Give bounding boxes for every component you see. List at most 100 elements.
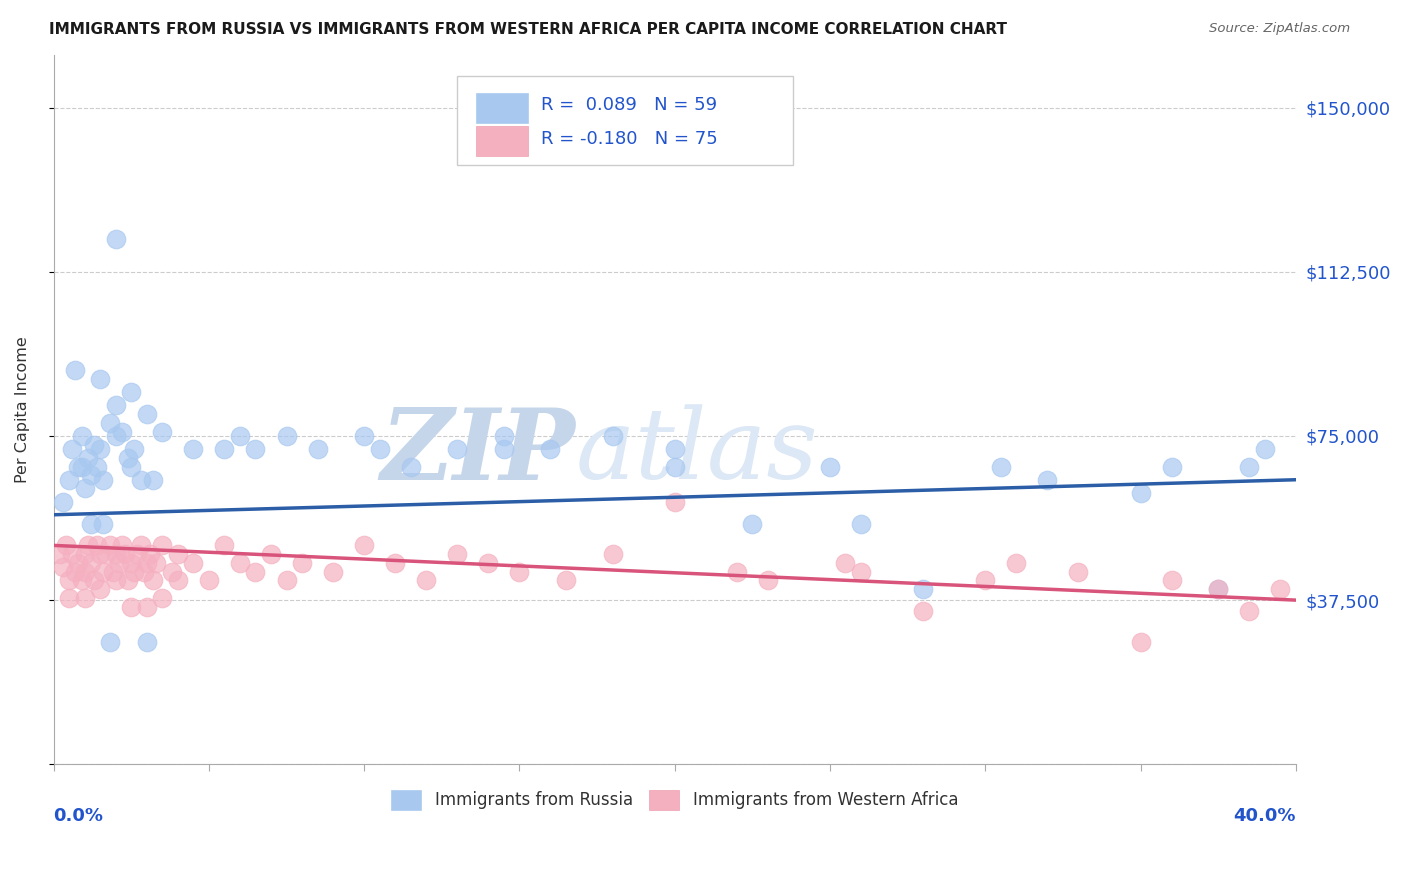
FancyBboxPatch shape [477, 126, 529, 156]
Text: R =  0.089   N = 59: R = 0.089 N = 59 [540, 96, 717, 114]
Point [198, 574, 221, 588]
Point [127, 547, 149, 561]
Point [80, 516, 103, 531]
Point [135, 556, 157, 570]
Y-axis label: Per Capita Income: Per Capita Income [15, 336, 30, 483]
Point [86, 538, 108, 552]
Point [446, 442, 468, 456]
Point [307, 442, 329, 456]
Point [52, 560, 75, 574]
Point [83, 574, 105, 588]
Point [129, 473, 152, 487]
Point [67, 459, 90, 474]
Text: R = -0.180   N = 75: R = -0.180 N = 75 [540, 130, 717, 148]
Point [89, 582, 111, 597]
Point [101, 565, 124, 579]
Point [96, 547, 118, 561]
Point [1160, 574, 1182, 588]
Point [70, 429, 93, 443]
Point [132, 565, 155, 579]
Point [260, 547, 283, 561]
Point [129, 538, 152, 552]
Point [276, 429, 298, 443]
Point [117, 574, 139, 588]
Point [834, 556, 856, 570]
Point [245, 442, 267, 456]
Point [384, 556, 406, 570]
Point [76, 538, 98, 552]
Point [492, 429, 515, 443]
Point [67, 556, 90, 570]
Text: ZIP: ZIP [380, 404, 575, 500]
Point [756, 574, 779, 588]
Point [664, 494, 686, 508]
Point [89, 547, 111, 561]
Point [120, 599, 142, 614]
Point [1206, 582, 1229, 597]
Point [245, 565, 267, 579]
Point [477, 556, 499, 570]
Point [91, 516, 114, 531]
Point [229, 429, 252, 443]
Point [849, 565, 872, 579]
Point [135, 407, 157, 421]
Point [183, 556, 205, 570]
Point [65, 565, 87, 579]
Point [353, 429, 375, 443]
Point [446, 547, 468, 561]
Point [1129, 634, 1152, 648]
Text: 40.0%: 40.0% [1233, 807, 1296, 825]
Point [555, 574, 578, 588]
Point [70, 459, 93, 474]
Point [725, 565, 748, 579]
Point [912, 582, 935, 597]
Point [73, 565, 96, 579]
Point [120, 459, 142, 474]
Text: Source: ZipAtlas.com: Source: ZipAtlas.com [1209, 22, 1350, 36]
Point [415, 574, 437, 588]
Point [150, 425, 173, 439]
Point [990, 459, 1012, 474]
Point [86, 459, 108, 474]
Point [80, 468, 103, 483]
Point [142, 574, 165, 588]
Point [76, 450, 98, 465]
Point [111, 425, 134, 439]
Point [602, 547, 624, 561]
Point [91, 473, 114, 487]
Point [974, 574, 997, 588]
Point [145, 556, 167, 570]
Point [1160, 459, 1182, 474]
Point [120, 385, 142, 400]
Point [91, 565, 114, 579]
Point [89, 442, 111, 456]
Point [124, 442, 146, 456]
Point [98, 634, 121, 648]
Point [73, 547, 96, 561]
Point [117, 450, 139, 465]
Point [89, 372, 111, 386]
Point [664, 459, 686, 474]
Point [166, 547, 188, 561]
Point [98, 416, 121, 430]
Point [73, 591, 96, 605]
Point [104, 232, 127, 246]
Point [142, 473, 165, 487]
Point [1206, 582, 1229, 597]
Point [104, 398, 127, 412]
Point [183, 442, 205, 456]
Point [135, 599, 157, 614]
Point [65, 363, 87, 377]
Point [111, 538, 134, 552]
Point [55, 538, 77, 552]
Point [602, 429, 624, 443]
Point [58, 591, 80, 605]
Point [58, 574, 80, 588]
Point [1067, 565, 1090, 579]
Point [1237, 459, 1260, 474]
Point [108, 556, 131, 570]
Point [150, 591, 173, 605]
Point [135, 634, 157, 648]
Text: 0.0%: 0.0% [53, 807, 104, 825]
Point [741, 516, 763, 531]
